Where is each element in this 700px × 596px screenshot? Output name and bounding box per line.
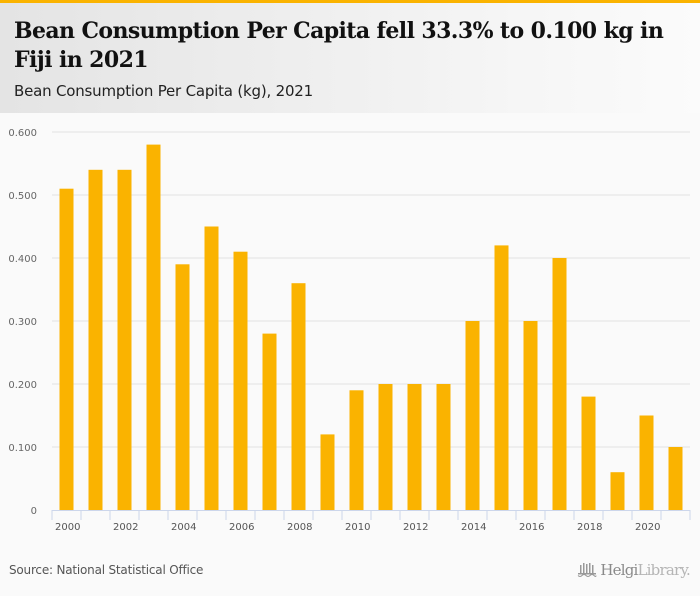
x-tick-label: 2008 — [287, 522, 312, 533]
library-building-icon — [577, 563, 597, 577]
x-tick-label: 2010 — [345, 522, 370, 533]
y-tick-label: 0.500 — [8, 191, 37, 202]
x-tick-label: 2006 — [229, 522, 254, 533]
bar-2013[interactable] — [436, 384, 451, 510]
y-tick-label: 0.100 — [8, 443, 37, 454]
chart-subtitle: Bean Consumption Per Capita (kg), 2021 — [14, 82, 313, 100]
bar-2006[interactable] — [233, 251, 248, 510]
bar-2015[interactable] — [494, 245, 509, 510]
x-tick-label: 2000 — [55, 522, 80, 533]
y-tick-label: 0.400 — [8, 254, 37, 265]
bar-2007[interactable] — [262, 333, 277, 510]
x-tick-label: 2012 — [403, 522, 428, 533]
bar-2017[interactable] — [552, 258, 567, 510]
x-axis: 2000 2002 2004 2006 2008 2010 2012 2014 2016 2018… — [51, 510, 691, 533]
bar-2012[interactable] — [407, 384, 422, 510]
y-axis-labels: 0 0.100 0.200 0.300 0.400 0.500 0.600 — [8, 128, 37, 517]
source-note: Source: National Statistical Office — [9, 563, 204, 577]
logo-text-library: Library. — [637, 561, 691, 579]
bar-2020[interactable] — [639, 415, 654, 511]
bar-chart: 0 0.100 0.200 0.300 0.400 0.500 0.600 2000 2002… — [8, 128, 691, 533]
bar-2004[interactable] — [175, 264, 190, 510]
x-tick-label: 2018 — [577, 522, 602, 533]
x-tick-label: 2016 — [519, 522, 544, 533]
y-tick-label: 0.200 — [8, 380, 37, 391]
bar-2001[interactable] — [88, 169, 103, 511]
bar-2019[interactable] — [610, 472, 625, 510]
bar-2018[interactable] — [581, 396, 596, 510]
bars — [59, 144, 683, 511]
bar-2005[interactable] — [204, 226, 219, 511]
bar-2003[interactable] — [146, 144, 161, 510]
bar-2008[interactable] — [291, 283, 306, 510]
bar-2010[interactable] — [349, 390, 364, 510]
chart-header: Bean Consumption Per Capita fell 33.3% t… — [0, 3, 700, 113]
bar-2016[interactable] — [523, 321, 538, 510]
helgi-library-logo[interactable]: Helgi Library. — [577, 561, 691, 579]
y-tick-label: 0.300 — [8, 317, 37, 328]
x-tick-label: 2002 — [113, 522, 138, 533]
bar-2000[interactable] — [59, 188, 74, 510]
bar-2021[interactable] — [668, 447, 683, 510]
logo-text-helgi: Helgi — [600, 561, 638, 579]
chart-title: Bean Consumption Per Capita fell 33.3% t… — [14, 18, 664, 73]
bar-2009[interactable] — [320, 434, 335, 510]
x-tick-label: 2020 — [635, 522, 660, 533]
bar-2011[interactable] — [378, 384, 393, 510]
accent-bar — [0, 0, 700, 3]
y-tick-label: 0 — [31, 506, 37, 517]
y-tick-label: 0.600 — [8, 128, 37, 139]
x-tick-label: 2014 — [461, 522, 486, 533]
bar-2002[interactable] — [117, 169, 132, 511]
x-tick-label: 2004 — [171, 522, 196, 533]
bar-2014[interactable] — [465, 321, 480, 510]
